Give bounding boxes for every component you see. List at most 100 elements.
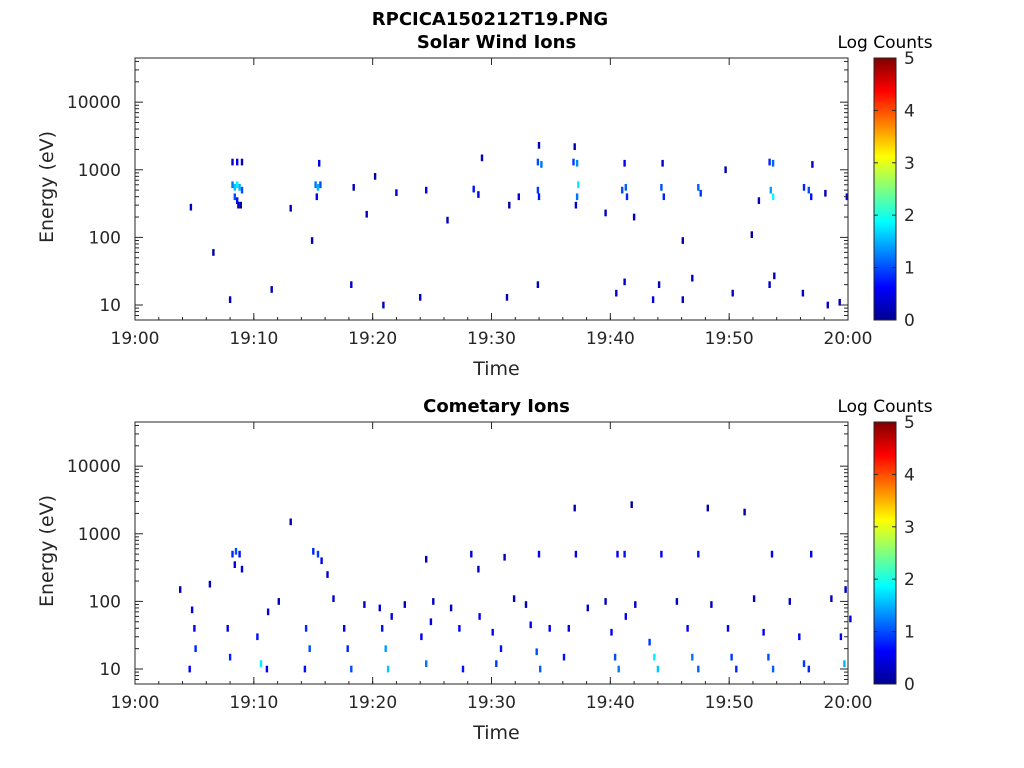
colorbar-tick-label: 1 [904,623,915,643]
y-tick-label: 1000 [78,525,121,545]
heatmap-cell [617,665,620,673]
heatmap-cell [352,184,355,191]
heatmap-cell [575,159,579,167]
heatmap-cell [604,209,607,217]
heatmap-cell [403,601,406,608]
x-axis-label: Time [472,358,520,380]
heatmap-cell [236,197,239,204]
heatmap-cell [699,189,702,197]
heatmap-cell [517,193,520,201]
heatmap-cell [651,296,655,303]
heatmap-cell [624,184,627,191]
heatmap-cells [179,501,852,673]
heatmap-cell [843,660,846,667]
heatmap-cell [769,186,772,194]
panel-1: Solar Wind Ions 19:00 19:10 19:20 19:30 19:40… [36,32,933,380]
heatmap-cell [623,278,626,286]
heatmap-cell [540,161,543,168]
heatmap-cell [350,281,353,288]
x-axis-label: Time [472,722,520,744]
heatmap-cell [574,550,578,558]
heatmap-cell [319,181,322,189]
heatmap-cell [539,665,542,673]
heatmap-cell [662,193,665,201]
heatmap-cell [824,189,827,197]
colorbar-tick-label: 2 [904,570,915,590]
heatmap-cell [630,501,633,508]
heatmap-cell [826,301,829,309]
heatmap-cell [577,181,580,189]
heatmap-cell [259,660,263,667]
heatmap-cell [503,553,506,561]
heatmap-cell [771,159,775,167]
heatmap-cell [332,595,335,602]
colorbar-tick-label: 4 [904,465,915,485]
colorbar-label: Log Counts [837,397,932,417]
heatmap-cell [231,550,234,558]
heatmap-cell [390,613,393,620]
heatmap-cell [575,193,579,201]
heatmap-cell [365,210,368,218]
heatmap-cell [535,648,538,656]
colorbar-label: Log Counts [837,33,932,53]
heatmap-cell [236,181,239,189]
heatmap-cell [472,185,475,193]
heatmap-cell [478,613,481,620]
heatmap-cell [238,550,241,558]
heatmap-cell [446,216,449,224]
heatmap-cell [425,186,428,194]
heatmap-cell [491,628,494,636]
heatmap-cell [240,186,244,194]
heatmap-cell [314,181,317,189]
heatmap-cell [548,625,551,632]
heatmap-cell [505,294,509,301]
heatmap-cell [656,665,660,673]
heatmap-cell [697,184,700,191]
heatmap-cell [573,504,576,512]
heatmap-cell [289,518,292,526]
heatmap-cell [657,281,661,288]
heatmap-cell [616,550,619,558]
heatmap-cell [233,184,236,191]
heatmap-cell [266,608,270,616]
colorbar-tick-label: 3 [904,518,915,538]
heatmap-cell [193,625,196,632]
heatmap-cell [270,286,273,293]
heatmap-cell [310,237,314,244]
heatmap-cell [303,665,307,673]
x-tick-label: 19:50 [705,693,754,713]
heatmap-cell [350,665,353,673]
heatmap-cell [768,158,771,166]
heatmap-cell [326,571,329,578]
heatmap-cell [798,633,801,641]
heatmap-cell [810,193,813,201]
panel-title: Solar Wind Ions [417,32,576,53]
y-tick-label: 100 [89,592,121,612]
x-tick-label: 19:10 [229,329,278,349]
heatmap-cell [179,586,182,593]
x-tick-label: 19:20 [348,693,397,713]
panel-title: Cometary Ions [423,396,570,417]
heatmap-cell [265,665,269,673]
heatmap-cell [228,653,232,661]
heatmap-cell [562,653,566,661]
x-tick-label: 19:30 [467,329,516,349]
heatmap-cell [495,660,498,667]
heatmap-cell [706,504,709,512]
x-tick-label: 19:10 [229,693,278,713]
heatmap-cell [233,561,236,568]
heatmap-cells [189,142,848,309]
heatmap-cell [768,281,771,288]
heatmap-cell [750,231,753,238]
heatmap-cell [724,166,727,174]
heatmap-cell [770,550,774,558]
heatmap-cell [807,186,810,194]
heatmap-cell [625,193,629,201]
heatmap-cell [228,296,232,303]
heatmap-cell [771,665,775,673]
heatmap-cell [381,625,384,632]
colorbar-tick-label: 5 [904,413,915,433]
heatmap-cell [470,550,473,558]
heatmap-cell [240,565,244,573]
